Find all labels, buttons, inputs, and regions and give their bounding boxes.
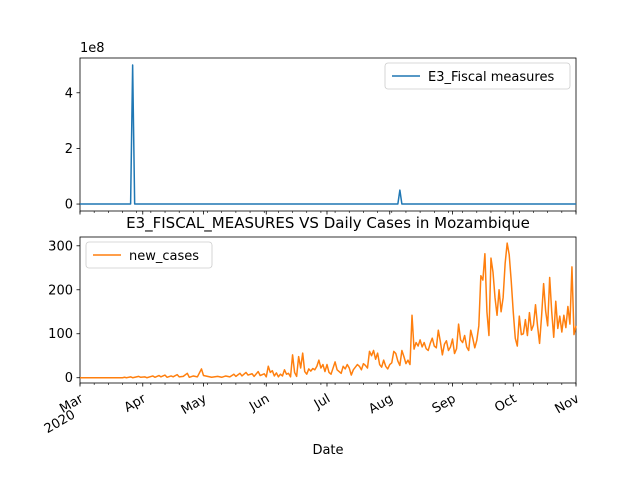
legend-label-e3-fiscal-measures: E3_Fiscal measures — [428, 70, 554, 85]
y-tick-label: 0 — [65, 371, 73, 386]
series-line-e3-fiscal-measures — [80, 64, 576, 205]
bottom-y-ticks: 0 100 200 300 — [48, 239, 80, 386]
y-tick-label: 100 — [48, 327, 73, 342]
y-tick-label: 4 — [65, 86, 73, 101]
x-tick-label: Jul — [311, 391, 333, 412]
top-legend: E3_Fiscal measures — [384, 62, 571, 90]
y-tick-label: 300 — [48, 239, 73, 254]
top-axes: 0 2 4 1e8 E3_Fiscal measures — [65, 41, 577, 215]
top-legend-box — [384, 62, 571, 90]
top-axes-frame — [79, 57, 577, 212]
top-series-lines — [80, 64, 576, 205]
y-tick-label: 0 — [65, 198, 73, 213]
legend-label-new-cases: new_cases — [129, 249, 199, 264]
series-line-new-cases — [80, 242, 577, 379]
x-axis-label: Date — [312, 443, 343, 458]
y-tick-label: 200 — [48, 283, 73, 298]
top-y-ticks: 0 2 4 — [65, 86, 80, 213]
y-tick-label: 2 — [65, 142, 73, 157]
bottom-series-lines — [80, 242, 577, 379]
bottom-axes-frame — [79, 236, 577, 384]
bottom-legend: new_cases — [85, 241, 213, 269]
bottom-chart-title: E3_FISCAL_MEASURES VS Daily Cases in Moz… — [126, 214, 530, 233]
top-y-offset-label: 1e8 — [80, 41, 105, 56]
bottom-legend-box — [85, 241, 213, 269]
top-x-ticks — [79, 211, 577, 215]
